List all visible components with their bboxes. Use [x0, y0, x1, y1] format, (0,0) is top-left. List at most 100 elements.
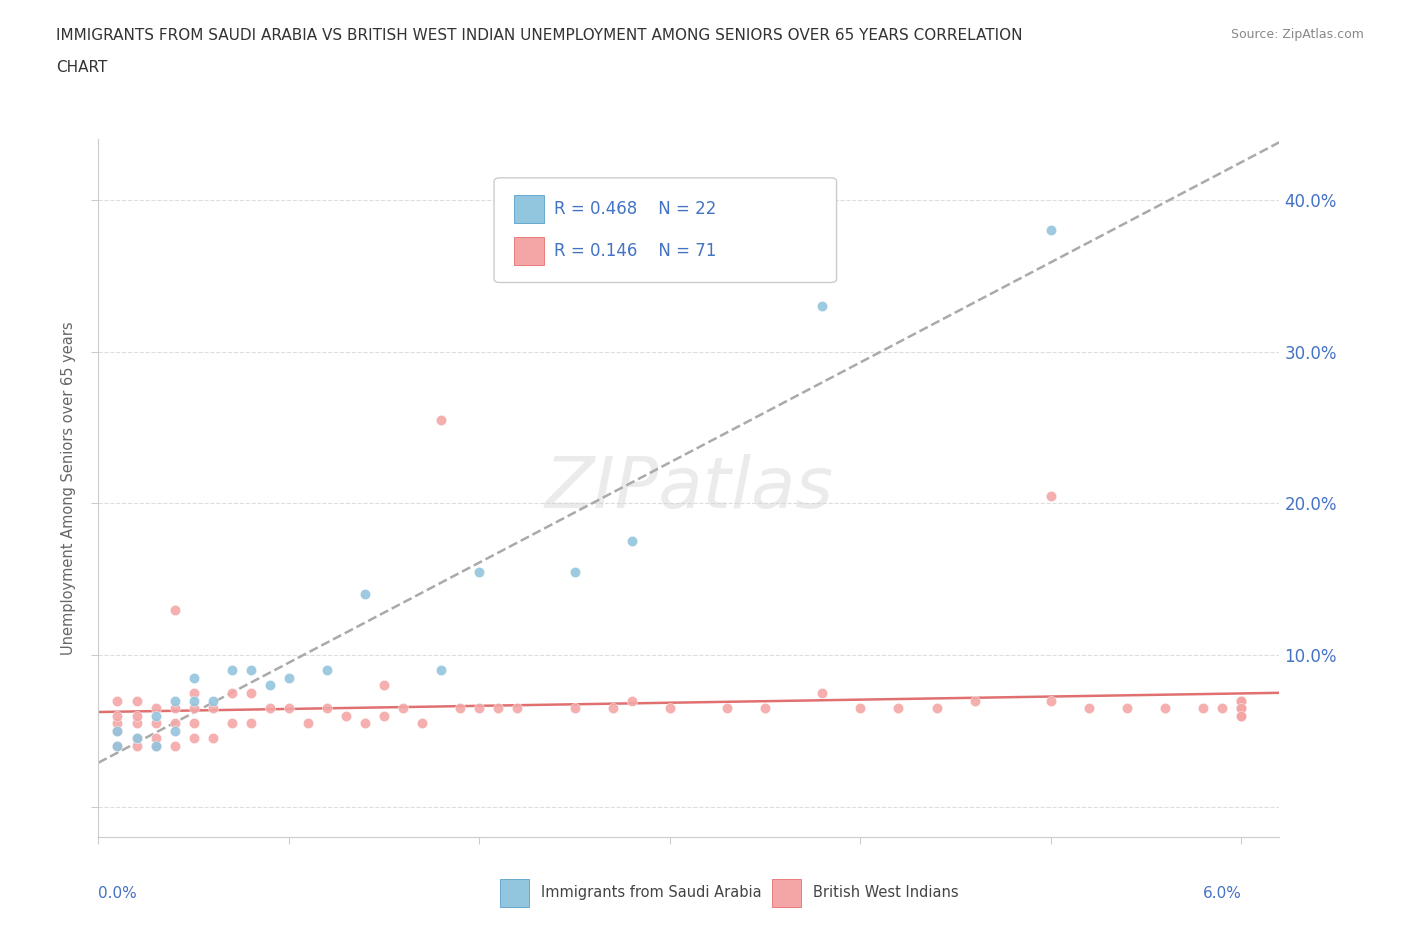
Point	[163, 602, 186, 617]
Point	[354, 716, 377, 731]
Point	[1211, 700, 1233, 715]
Point	[354, 587, 377, 602]
Point	[963, 693, 986, 708]
Point	[1230, 693, 1253, 708]
Point	[316, 700, 339, 715]
Point	[811, 299, 834, 313]
Point	[107, 724, 129, 738]
Point	[145, 716, 167, 731]
Point	[145, 738, 167, 753]
Point	[183, 700, 205, 715]
FancyBboxPatch shape	[494, 178, 837, 283]
Point	[1230, 700, 1253, 715]
Point	[1078, 700, 1101, 715]
Point	[373, 709, 395, 724]
Point	[259, 678, 281, 693]
Bar	[772, 879, 801, 907]
Point	[221, 716, 243, 731]
Bar	[515, 237, 544, 265]
Point	[201, 693, 224, 708]
Point	[107, 738, 129, 753]
Point	[183, 671, 205, 685]
Point	[1230, 700, 1253, 715]
Point	[468, 565, 491, 579]
Text: 0.0%: 0.0%	[98, 885, 138, 901]
Point	[506, 700, 529, 715]
Point	[1154, 700, 1177, 715]
Point	[754, 700, 776, 715]
Point	[163, 693, 186, 708]
Text: British West Indians: British West Indians	[813, 885, 959, 900]
Text: Source: ZipAtlas.com: Source: ZipAtlas.com	[1230, 28, 1364, 41]
Point	[1192, 700, 1215, 715]
Point	[239, 716, 262, 731]
Point	[716, 700, 738, 715]
Point	[658, 700, 681, 715]
Point	[163, 716, 186, 731]
Text: IMMIGRANTS FROM SAUDI ARABIA VS BRITISH WEST INDIAN UNEMPLOYMENT AMONG SENIORS O: IMMIGRANTS FROM SAUDI ARABIA VS BRITISH …	[56, 28, 1022, 43]
Bar	[501, 879, 530, 907]
Point	[259, 700, 281, 715]
Point	[488, 700, 510, 715]
Point	[107, 724, 129, 738]
Point	[145, 731, 167, 746]
Point	[620, 534, 643, 549]
Text: ZIPatlas: ZIPatlas	[544, 454, 834, 523]
Point	[277, 700, 299, 715]
Point	[449, 700, 471, 715]
Point	[373, 678, 395, 693]
Point	[125, 731, 148, 746]
Point	[411, 716, 433, 731]
Point	[602, 700, 624, 715]
Point	[107, 716, 129, 731]
Point	[335, 709, 357, 724]
Point	[277, 671, 299, 685]
Point	[183, 685, 205, 700]
Point	[1230, 700, 1253, 715]
Text: 6.0%: 6.0%	[1202, 885, 1241, 901]
Point	[1039, 488, 1062, 503]
Point	[239, 685, 262, 700]
Point	[1116, 700, 1139, 715]
Point	[107, 709, 129, 724]
Text: R = 0.146    N = 71: R = 0.146 N = 71	[554, 242, 717, 260]
Text: Immigrants from Saudi Arabia: Immigrants from Saudi Arabia	[541, 885, 762, 900]
Point	[925, 700, 948, 715]
Point	[430, 413, 453, 428]
Point	[201, 700, 224, 715]
Point	[125, 716, 148, 731]
Point	[201, 731, 224, 746]
Point	[564, 565, 586, 579]
Point	[392, 700, 415, 715]
Point	[1230, 700, 1253, 715]
Point	[430, 663, 453, 678]
Point	[887, 700, 910, 715]
Point	[163, 738, 186, 753]
Point	[163, 724, 186, 738]
Point	[1230, 700, 1253, 715]
Point	[564, 700, 586, 715]
Point	[107, 738, 129, 753]
Text: CHART: CHART	[56, 60, 108, 75]
Point	[145, 700, 167, 715]
Point	[468, 700, 491, 715]
Point	[125, 693, 148, 708]
Point	[811, 685, 834, 700]
Point	[125, 738, 148, 753]
Point	[1039, 693, 1062, 708]
Point	[107, 693, 129, 708]
Text: R = 0.468    N = 22: R = 0.468 N = 22	[554, 200, 717, 219]
Point	[221, 663, 243, 678]
Point	[145, 738, 167, 753]
Point	[297, 716, 319, 731]
Point	[125, 731, 148, 746]
Point	[183, 731, 205, 746]
Point	[1230, 693, 1253, 708]
Point	[145, 709, 167, 724]
Point	[1230, 693, 1253, 708]
Point	[183, 693, 205, 708]
Point	[849, 700, 872, 715]
Point	[183, 716, 205, 731]
Point	[620, 693, 643, 708]
Point	[221, 685, 243, 700]
